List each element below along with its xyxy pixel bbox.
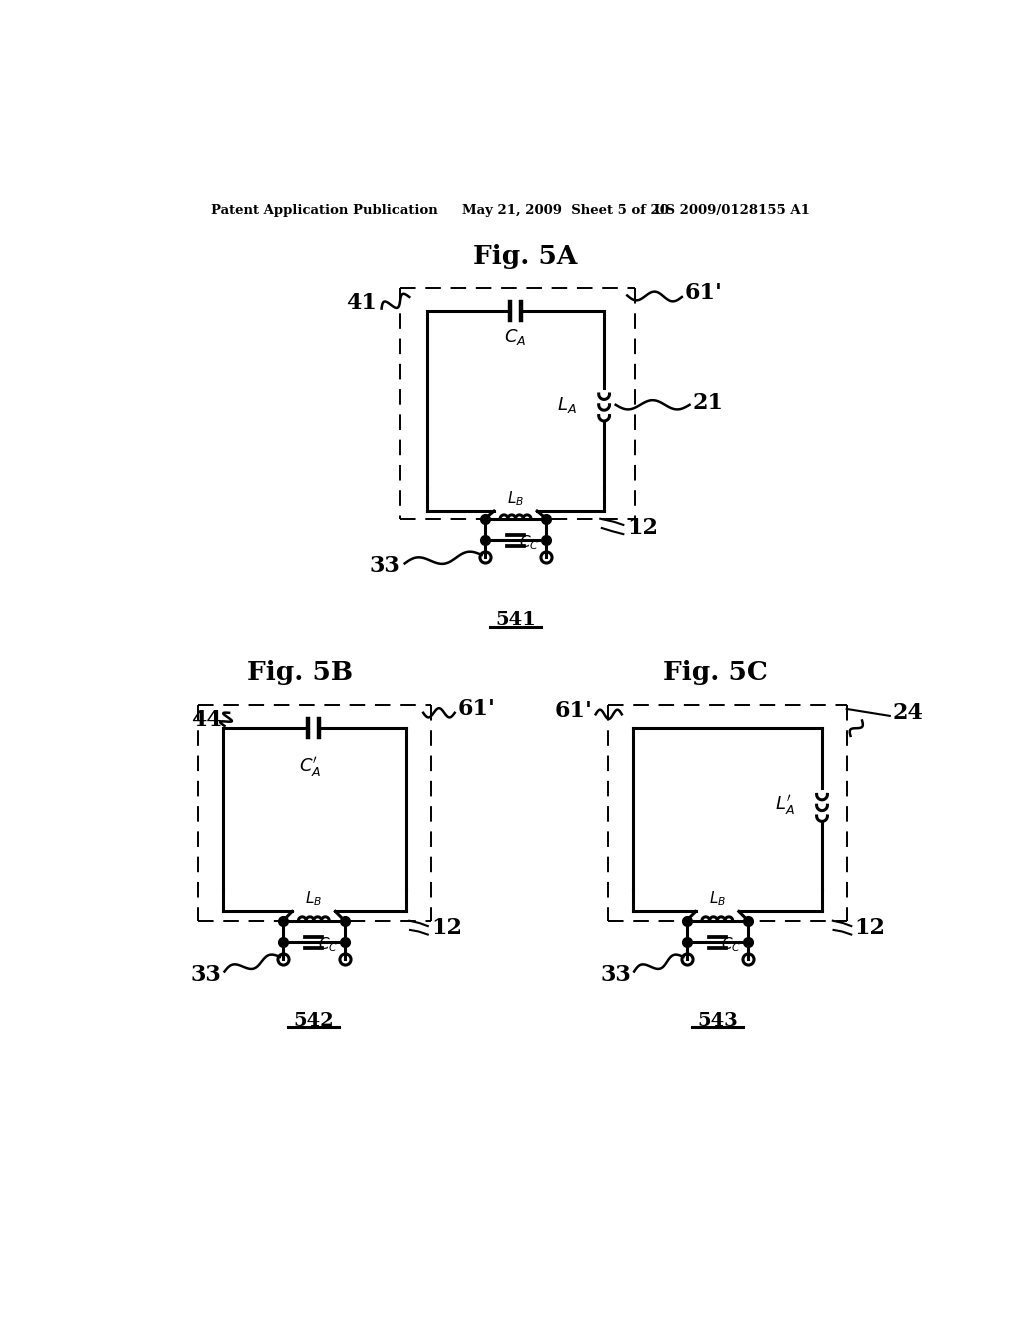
Text: 44: 44 (190, 710, 221, 731)
Text: $L_B$: $L_B$ (305, 890, 323, 908)
Text: 542: 542 (294, 1012, 334, 1030)
Text: 61': 61' (555, 700, 593, 722)
Text: $C_C$: $C_C$ (721, 935, 741, 954)
Text: $C_C$: $C_C$ (317, 935, 338, 954)
Text: $L_A$: $L_A$ (557, 395, 578, 414)
Text: May 21, 2009  Sheet 5 of 20: May 21, 2009 Sheet 5 of 20 (462, 205, 669, 218)
Text: 24: 24 (893, 702, 924, 723)
Text: 33: 33 (370, 556, 400, 578)
Text: 541: 541 (496, 611, 536, 630)
Text: $L_A'$: $L_A'$ (775, 793, 795, 817)
Text: $C_A$: $C_A$ (505, 327, 526, 347)
Text: $L_B$: $L_B$ (507, 490, 524, 508)
Text: 12: 12 (431, 917, 462, 940)
Text: Patent Application Publication: Patent Application Publication (211, 205, 438, 218)
Text: 12: 12 (628, 517, 658, 539)
Text: Fig. 5B: Fig. 5B (247, 660, 353, 685)
Text: 33: 33 (600, 964, 631, 986)
Text: 33: 33 (190, 964, 221, 986)
Text: 61': 61' (685, 282, 723, 304)
Text: 61': 61' (458, 698, 496, 719)
Text: Fig. 5C: Fig. 5C (664, 660, 768, 685)
Text: $C_A'$: $C_A'$ (299, 755, 322, 779)
Text: 543: 543 (697, 1012, 737, 1030)
Text: $C_C$: $C_C$ (519, 533, 540, 552)
Text: 21: 21 (692, 392, 724, 414)
Text: Fig. 5A: Fig. 5A (473, 244, 577, 269)
Text: $L_B$: $L_B$ (709, 890, 726, 908)
Text: 12: 12 (854, 917, 886, 940)
Text: 41: 41 (346, 292, 377, 314)
Text: US 2009/0128155 A1: US 2009/0128155 A1 (654, 205, 810, 218)
